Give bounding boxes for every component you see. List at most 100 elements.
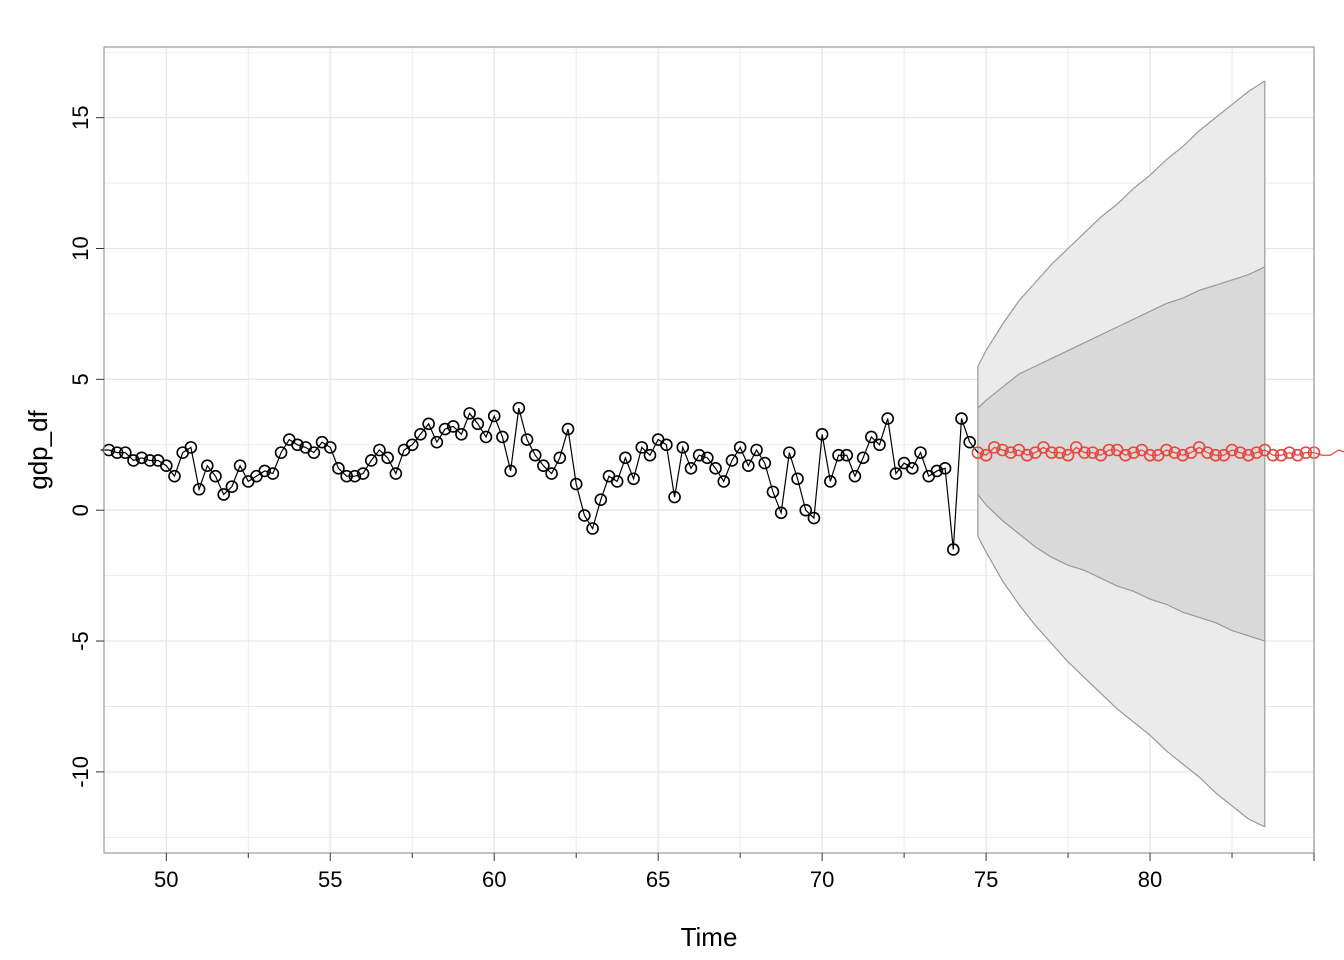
- observed-point: [586, 522, 599, 535]
- observed-point: [594, 493, 608, 507]
- observed-point: [127, 454, 140, 467]
- observed-point: [143, 454, 157, 467]
- panel-border: [103, 46, 1315, 854]
- forecast-point: [1266, 448, 1280, 462]
- observed-point: [676, 441, 690, 454]
- observed-point: [717, 475, 731, 488]
- observed-point: [266, 467, 280, 480]
- observed-point: [635, 441, 649, 454]
- observed-point: [291, 438, 304, 452]
- observed-point: [742, 459, 755, 473]
- observed-point: [627, 472, 640, 486]
- observed-point: [512, 401, 526, 415]
- forecast-point: [1061, 448, 1075, 462]
- observed-point: [225, 480, 239, 493]
- observed-point: [733, 441, 747, 454]
- observed-point: [496, 430, 509, 444]
- forecast-point: [1102, 443, 1116, 457]
- observed-point: [414, 427, 427, 441]
- forecast-point: [1209, 448, 1222, 462]
- forecast-point: [987, 441, 1001, 454]
- observed-point: [332, 462, 345, 475]
- y-axis-title: gdp_df: [23, 409, 53, 489]
- observed-forecast-connector: [969, 441, 979, 453]
- observed-point: [160, 459, 173, 473]
- x-axis-title: Time: [681, 922, 738, 952]
- observed-point: [750, 443, 763, 457]
- observed-point: [807, 511, 821, 525]
- observed-point: [758, 456, 772, 470]
- observed-point: [946, 543, 960, 556]
- observed-point: [930, 464, 944, 478]
- observed-point: [832, 448, 845, 462]
- observed-series: [100, 401, 979, 556]
- x-tick-label: 75: [974, 867, 998, 892]
- observed-point: [561, 422, 575, 436]
- observed-point: [725, 454, 739, 467]
- forecast-point: [1127, 446, 1140, 459]
- observed-point: [955, 412, 968, 425]
- forecast-point: [1250, 446, 1263, 459]
- observed-point: [233, 459, 247, 473]
- forecast-point: [996, 443, 1009, 457]
- observed-point: [545, 467, 558, 480]
- forecast-point: [1283, 446, 1296, 459]
- observed-point: [799, 503, 813, 517]
- observed-point: [200, 459, 214, 473]
- observed-point: [168, 469, 181, 483]
- band-95-upper-edge: [977, 80, 1266, 367]
- observed-point: [209, 469, 222, 483]
- observed-point: [446, 420, 460, 433]
- observed-point: [881, 412, 895, 425]
- observed-point: [824, 475, 837, 488]
- observed-point: [307, 446, 321, 459]
- forecast-point: [1045, 446, 1058, 459]
- observed-point: [487, 409, 501, 423]
- observed-point: [766, 485, 780, 499]
- observed-point: [471, 417, 485, 431]
- observed-point: [865, 430, 878, 444]
- band-80-lower-edge: [977, 494, 1265, 642]
- forecast-point: [1291, 448, 1304, 462]
- band-80-upper-edge: [977, 266, 1266, 409]
- forecast-point: [1119, 448, 1132, 462]
- y-tick-label: 10: [68, 236, 93, 260]
- observed-point: [791, 472, 804, 486]
- observed-point: [217, 488, 230, 501]
- forecast-point: [1168, 446, 1181, 459]
- observed-point: [184, 441, 198, 454]
- forecast-point: [1086, 446, 1099, 459]
- observed-point: [610, 475, 624, 488]
- band-95-lower-edge: [977, 536, 1266, 828]
- forecast-point: [1233, 446, 1247, 459]
- observed-point: [381, 451, 394, 465]
- forecast-point: [971, 446, 985, 459]
- observed-point: [963, 435, 976, 449]
- observed-point: [438, 422, 452, 436]
- observed-point: [709, 462, 722, 475]
- forecast-line: [977, 446, 1344, 456]
- forecast-point: [1201, 446, 1214, 459]
- observed-point: [528, 448, 542, 462]
- y-tick-label: 5: [68, 373, 93, 385]
- observed-point: [643, 448, 657, 462]
- observed-point: [258, 464, 271, 478]
- x-tick-label: 65: [646, 867, 670, 892]
- forecast-point: [1160, 443, 1173, 457]
- forecast-point: [979, 448, 993, 462]
- observed-point: [455, 427, 468, 441]
- observed-point: [422, 417, 435, 431]
- observed-point: [323, 441, 337, 454]
- observed-point: [135, 451, 149, 465]
- observed-point: [701, 451, 714, 465]
- observed-point: [873, 438, 886, 452]
- x-axis-ticks: 50 55 60 65 70 75 80: [154, 853, 1315, 892]
- observed-point: [906, 462, 919, 475]
- observed-point: [938, 462, 952, 475]
- observed-point: [848, 469, 862, 483]
- observed-point: [364, 454, 378, 467]
- observed-point: [668, 490, 681, 504]
- observed-point: [389, 467, 403, 480]
- y-tick-label: 0: [68, 504, 93, 516]
